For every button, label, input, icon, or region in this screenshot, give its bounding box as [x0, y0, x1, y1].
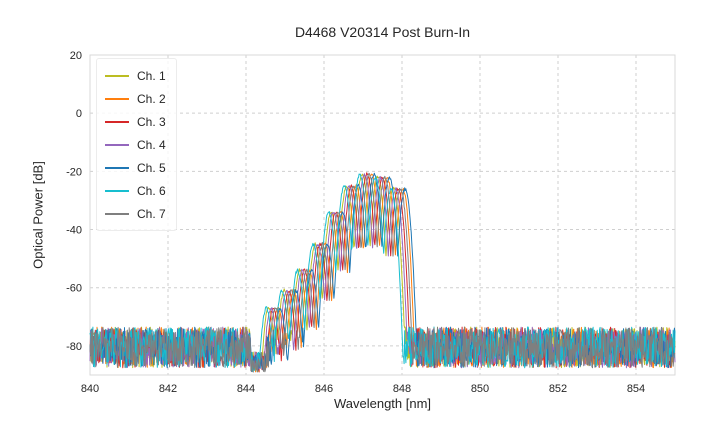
- legend-item-ch-6: Ch. 6: [105, 179, 166, 202]
- legend-item-ch-4: Ch. 4: [105, 133, 166, 156]
- y-tick-label: 20: [70, 50, 82, 62]
- legend-item-ch-3: Ch. 3: [105, 110, 166, 133]
- x-tick-label: 850: [471, 383, 489, 395]
- legend-label: Ch. 6: [137, 183, 166, 198]
- y-tick-label: -60: [66, 283, 82, 295]
- series-line-ch-7: [89, 172, 676, 373]
- legend-item-ch-1: Ch. 1: [105, 64, 166, 87]
- legend-line-swatch: [105, 166, 129, 169]
- legend-label: Ch. 1: [137, 68, 166, 83]
- legend: Ch. 1 Ch. 2 Ch. 3 Ch. 4 Ch. 5 Ch. 6 Ch. 7: [96, 58, 177, 231]
- x-tick-label: 842: [159, 383, 177, 395]
- legend-line-swatch: [105, 189, 129, 192]
- x-tick-label: 846: [315, 383, 333, 395]
- x-tick-label: 854: [627, 383, 645, 395]
- legend-line-swatch: [105, 143, 129, 146]
- legend-label: Ch. 4: [137, 137, 166, 152]
- legend-line-swatch: [105, 74, 129, 77]
- y-tick-label: -20: [66, 166, 82, 178]
- legend-label: Ch. 7: [137, 206, 166, 221]
- x-tick-label: 844: [237, 383, 255, 395]
- x-tick-label: 840: [81, 383, 99, 395]
- y-axis-label: Optical Power [dB]: [30, 161, 46, 269]
- y-tick-label: -80: [66, 341, 82, 353]
- x-tick-label: 852: [549, 383, 567, 395]
- legend-line-swatch: [105, 120, 129, 123]
- legend-label: Ch. 5: [137, 160, 166, 175]
- x-tick-label: 848: [393, 383, 411, 395]
- legend-line-swatch: [105, 97, 129, 100]
- y-tick-label: 0: [76, 108, 82, 120]
- legend-line-swatch: [105, 212, 129, 215]
- x-axis-label: Wavelength [nm]: [333, 396, 432, 411]
- y-tick-label: -40: [66, 225, 82, 237]
- legend-label: Ch. 2: [137, 91, 166, 106]
- legend-item-ch-2: Ch. 2: [105, 87, 166, 110]
- chart-title: D4468 V20314 Post Burn-In: [294, 24, 471, 40]
- legend-item-ch-5: Ch. 5: [105, 156, 166, 179]
- plot-border: [89, 54, 676, 376]
- legend-item-ch-7: Ch. 7: [105, 202, 166, 225]
- legend-label: Ch. 3: [137, 114, 166, 129]
